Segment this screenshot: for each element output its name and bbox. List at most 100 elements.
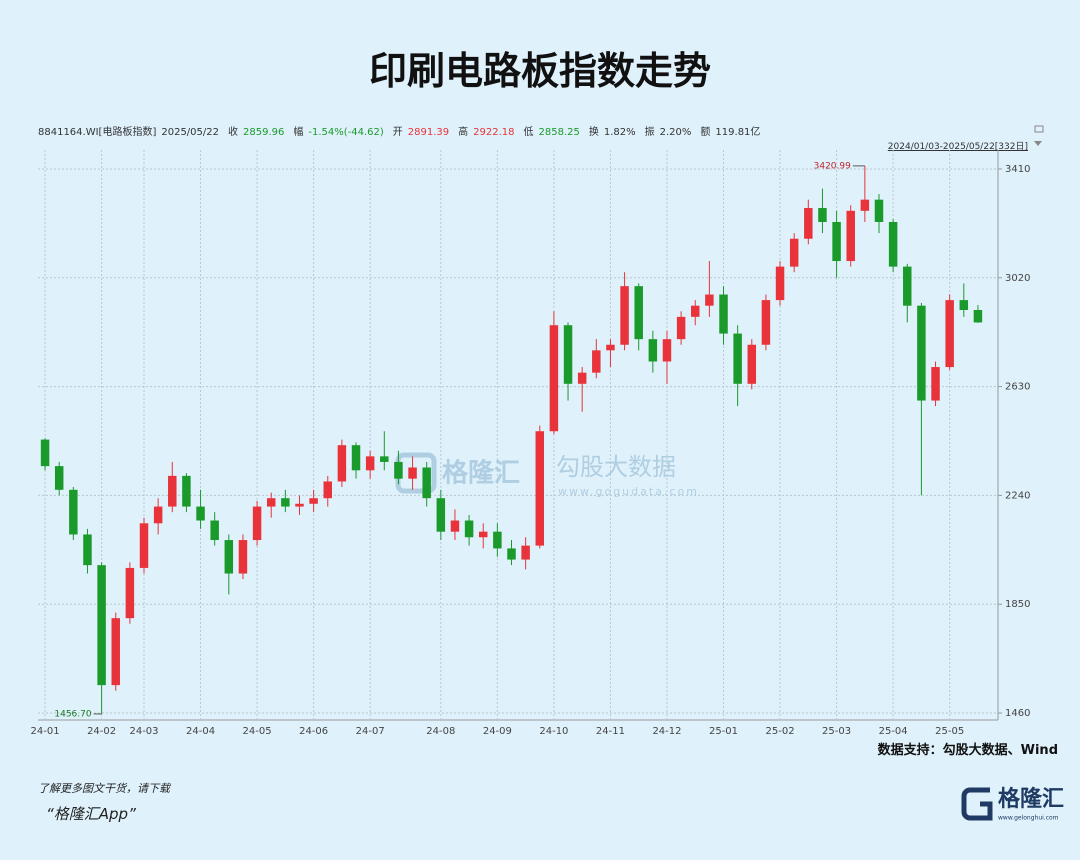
- icon[interactable]: [1034, 125, 1044, 133]
- x-tick-label: 24-06: [299, 726, 328, 737]
- candle-body: [309, 498, 318, 504]
- source: 数据支持：勾股大数据、Wind: [877, 743, 1058, 758]
- info-value: 2922.18: [473, 127, 515, 138]
- info-item: 收 2859.96: [228, 127, 284, 138]
- x-tick-label: 25-03: [822, 726, 851, 737]
- logo-icon: [961, 787, 993, 821]
- info-label: 低: [523, 127, 534, 138]
- x-tick-label: 24-02: [87, 726, 116, 737]
- icon[interactable]: [1034, 141, 1042, 146]
- info-value: 2859.96: [243, 127, 285, 138]
- candle-body: [535, 431, 545, 546]
- watermark-name: 勾股大数据: [556, 453, 676, 481]
- x-tick-label: 25-05: [935, 726, 964, 737]
- info-label: 换: [588, 127, 599, 138]
- candle-body: [973, 309, 983, 323]
- x-tick-label: 24-07: [356, 726, 385, 737]
- watermark-url: www.gogudata.com: [558, 485, 699, 498]
- info-item: 额 119.81亿: [700, 127, 760, 138]
- info-label: 振: [644, 127, 655, 138]
- info-value: 2891.39: [407, 127, 450, 138]
- x-tick-label: 24-05: [243, 726, 272, 737]
- candle-body: [450, 520, 460, 532]
- y-tick-label: 2240: [1005, 490, 1030, 501]
- info-item: 低 2858.25: [524, 127, 580, 138]
- info-label: 8841164.WI[电路板指数]: [38, 127, 157, 138]
- candle-body: [493, 531, 502, 549]
- x-tick-label: 24-01: [31, 726, 60, 737]
- candle-body: [196, 506, 205, 521]
- candle-body: [959, 300, 969, 310]
- x-tick-label: 24-03: [129, 726, 158, 737]
- candle-body: [860, 199, 870, 211]
- candle-body: [818, 208, 827, 222]
- info-value: -1.54%(-44.62): [308, 127, 384, 138]
- candle-body: [210, 520, 219, 541]
- candle-body: [719, 294, 728, 334]
- candle-body: [238, 540, 248, 574]
- logo-url: www.gelonghui.com: [998, 815, 1059, 822]
- y-tick-label: 1850: [1005, 599, 1030, 610]
- candle-body: [521, 545, 530, 560]
- candle-body: [464, 520, 474, 538]
- candle-body: [620, 286, 629, 345]
- info-label: 幅: [293, 127, 304, 138]
- info-item: 振 2.20%: [645, 127, 692, 138]
- candle-body: [634, 286, 643, 340]
- candle-body: [874, 199, 884, 222]
- info-value: 119.81亿: [715, 127, 761, 138]
- candle-body: [606, 344, 615, 351]
- info-item: 幅 -1.54%(-44.62): [293, 127, 383, 138]
- footer-line: 了解更多图文干货，请下载: [38, 782, 170, 795]
- candle-body: [733, 333, 742, 384]
- info-item: 高 2922.18: [458, 127, 514, 138]
- info-label: 高: [458, 127, 469, 138]
- x-tick-label: 25-02: [766, 726, 795, 737]
- candle-body: [478, 531, 488, 538]
- range-label[interactable]: 2024/01/03-2025/05/22[332日]: [887, 142, 1028, 152]
- info-value: 2.20%: [659, 127, 692, 138]
- y-tick-label: 1460: [1005, 708, 1030, 719]
- info-item: 换 1.82%: [589, 127, 636, 138]
- candle-body: [351, 445, 361, 471]
- x-tick-label: 24-12: [652, 726, 681, 737]
- x-tick-label: 25-01: [709, 726, 738, 737]
- candle-body: [281, 498, 290, 507]
- candle-body: [917, 305, 926, 401]
- candle-body: [125, 567, 135, 619]
- candle-body: [224, 540, 234, 574]
- min-label: 1456.70: [54, 709, 91, 719]
- candle-body: [337, 445, 347, 482]
- candle-body: [54, 466, 64, 490]
- candle-body: [789, 238, 799, 267]
- title: 印刷电路板指数走势: [368, 49, 711, 93]
- candle-body: [365, 456, 375, 471]
- candle-body: [676, 316, 686, 340]
- x-tick-label: 24-08: [426, 726, 455, 737]
- x-tick-label: 25-04: [879, 726, 908, 737]
- logo: 格隆汇 www.gelonghui.com: [961, 786, 1064, 822]
- x-tick-label: 24-04: [186, 726, 215, 737]
- candle-body: [945, 300, 954, 368]
- y-tick-label: 2630: [1005, 382, 1030, 393]
- candle-body: [97, 565, 106, 686]
- candle-body: [705, 294, 714, 306]
- candle-body: [662, 339, 672, 362]
- candle-body: [266, 498, 276, 507]
- max-label: 3420.99: [814, 161, 851, 171]
- candle-body: [577, 372, 587, 384]
- candle-body: [69, 489, 78, 535]
- candle-body: [775, 266, 785, 301]
- candle-body: [168, 475, 177, 507]
- candle-body: [139, 523, 149, 568]
- candle-body: [931, 367, 940, 401]
- x-tick-label: 24-10: [539, 726, 568, 737]
- watermark: 格隆汇 勾股大数据 www.gogudata.com: [395, 452, 699, 500]
- info-bar: 8841164.WI[电路板指数] 2025/05/22 收 2859.96 幅 -1.5…: [38, 123, 769, 138]
- info-value: 2858.25: [538, 127, 580, 138]
- x-tick-label: 24-09: [483, 726, 512, 737]
- candle-body: [903, 266, 912, 306]
- info-label: 开: [392, 127, 403, 138]
